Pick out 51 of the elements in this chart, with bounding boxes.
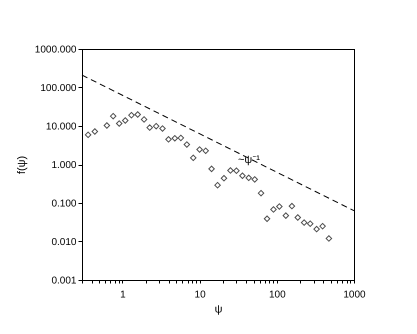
point (202, 148, 209, 154)
point (184, 141, 190, 148)
y-tick-label: 1.000 (51, 160, 77, 171)
point (239, 172, 246, 179)
point (276, 203, 283, 210)
point (258, 190, 264, 196)
point (282, 212, 290, 219)
point (251, 176, 258, 183)
point (140, 116, 148, 123)
point (122, 117, 128, 124)
point (270, 206, 277, 213)
point (110, 112, 116, 120)
point (306, 220, 314, 227)
y-axis-title: f(ψ) (16, 156, 28, 174)
point (152, 122, 160, 130)
point (159, 125, 166, 132)
point (294, 214, 302, 221)
point (165, 136, 172, 143)
point (208, 166, 215, 172)
point (214, 182, 221, 188)
point (116, 120, 122, 127)
y-tick-label: 1000.000 (34, 44, 77, 56)
point (146, 124, 153, 131)
point (128, 112, 135, 118)
y-tick-label: 0.010 (51, 237, 77, 248)
point (264, 216, 270, 222)
x-tick-label: 1000 (343, 290, 366, 300)
x-tick-label: 100 (268, 290, 286, 300)
point (245, 174, 252, 182)
point (319, 222, 326, 230)
point (227, 167, 234, 174)
point (326, 235, 332, 242)
point (190, 154, 196, 162)
point (196, 146, 203, 153)
y-tick-label: 100.000 (40, 83, 77, 94)
point (178, 134, 184, 142)
point (134, 111, 141, 118)
point (104, 122, 110, 129)
annotation: ~ψ⁻¹ (238, 154, 260, 166)
x-tick-label: 1 (120, 290, 126, 300)
y-tick-label: 0.001 (51, 276, 77, 286)
point (233, 167, 240, 174)
x-tick-label: 10 (194, 290, 206, 300)
point (288, 202, 296, 210)
point (313, 226, 320, 232)
point (172, 135, 178, 142)
y-tick-label: 10.000 (46, 122, 77, 132)
point (220, 174, 228, 182)
y-tick-label: 0.100 (51, 198, 77, 210)
point (300, 219, 308, 226)
x-axis-title: ψ (214, 304, 223, 316)
